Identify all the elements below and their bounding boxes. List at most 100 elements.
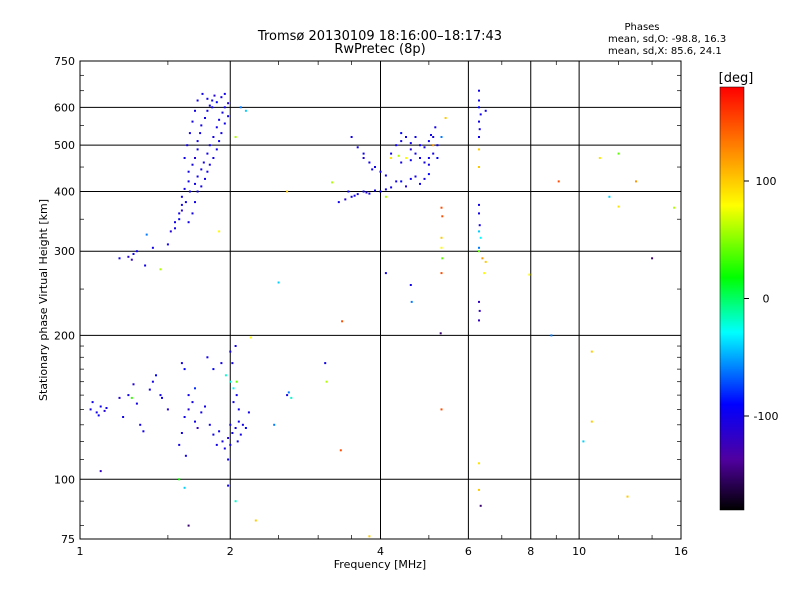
data-point (384, 195, 387, 198)
data-point (286, 190, 289, 193)
data-point (379, 170, 382, 173)
data-point (287, 391, 290, 394)
data-point (194, 387, 196, 390)
data-point (365, 191, 368, 194)
data-point (324, 362, 327, 365)
data-point (227, 484, 230, 487)
data-point (390, 186, 393, 189)
data-point (239, 106, 242, 109)
data-point (598, 157, 601, 159)
x-tick-label: 4 (377, 545, 384, 558)
data-point (390, 152, 393, 155)
data-point (528, 273, 531, 276)
data-point (99, 405, 102, 408)
data-point (409, 148, 412, 151)
data-point (414, 136, 417, 138)
data-point (440, 206, 443, 209)
data-point (368, 192, 371, 195)
data-point (478, 166, 480, 168)
data-point (180, 203, 183, 206)
x-tick-label: 2 (227, 545, 234, 558)
data-point (127, 394, 130, 397)
data-point (440, 408, 443, 411)
y-tick-label: 100 (54, 473, 75, 486)
data-point (215, 101, 218, 104)
data-point (440, 136, 443, 138)
data-point (215, 148, 218, 151)
data-point (187, 394, 190, 397)
data-point (183, 368, 186, 371)
data-point (206, 97, 209, 100)
data-point (247, 411, 250, 414)
data-point (400, 180, 403, 183)
data-point (187, 221, 190, 224)
x-tick-label: 1 (77, 545, 84, 558)
data-point (651, 257, 654, 260)
data-point (478, 203, 480, 206)
data-point (400, 161, 403, 164)
data-point (273, 423, 276, 426)
y-tick-label: 300 (54, 245, 75, 258)
data-point (118, 396, 121, 399)
data-point (224, 374, 227, 377)
data-point (187, 408, 190, 411)
data-point (478, 246, 480, 249)
data-point (206, 356, 209, 359)
data-point (130, 258, 133, 261)
data-point (212, 368, 215, 371)
data-point (347, 190, 350, 193)
data-point (103, 409, 106, 412)
data-point (478, 128, 481, 131)
data-point (178, 218, 181, 221)
data-point (199, 132, 202, 135)
data-point (414, 175, 417, 178)
data-point (212, 157, 215, 159)
data-point (130, 396, 133, 399)
data-point (99, 470, 102, 473)
data-point (196, 190, 199, 193)
data-point (478, 309, 481, 312)
data-point (236, 440, 239, 443)
colorbar-tick-label: 100 (756, 175, 777, 188)
data-point (229, 423, 232, 426)
data-point (122, 416, 125, 418)
data-point (191, 120, 194, 123)
data-point (244, 427, 247, 429)
data-point (582, 440, 585, 443)
colorbar-tick-label: 0 (763, 293, 770, 306)
data-point (427, 157, 430, 159)
grid-lines (80, 61, 681, 539)
data-point (409, 177, 412, 180)
colorbar-ticks: 100 0 -100 (744, 175, 778, 423)
data-point (215, 443, 218, 446)
data-point (196, 148, 199, 151)
data-point (191, 163, 194, 166)
data-point (423, 146, 426, 149)
data-point (132, 253, 135, 255)
data-point (405, 185, 407, 188)
data-point (478, 212, 480, 215)
data-point (221, 111, 224, 114)
data-point (139, 423, 142, 426)
chart-subtitle: RwPretec (8p) (334, 42, 425, 57)
data-point (484, 109, 487, 112)
data-point (479, 504, 482, 507)
data-point (374, 166, 376, 168)
data-point (423, 161, 426, 164)
data-point (557, 180, 560, 183)
data-point (196, 140, 199, 143)
data-point (161, 396, 163, 399)
data-points (89, 89, 676, 538)
data-point (478, 462, 480, 465)
data-point (186, 144, 189, 147)
x-tick-label: 16 (674, 545, 688, 558)
data-point (204, 405, 206, 408)
data-point (478, 148, 480, 151)
y-tick-label: 750 (54, 55, 75, 68)
data-point (427, 140, 430, 143)
data-point (180, 209, 183, 212)
data-point (478, 89, 480, 92)
data-point (208, 144, 211, 147)
data-point (194, 182, 196, 185)
data-point (617, 205, 620, 208)
